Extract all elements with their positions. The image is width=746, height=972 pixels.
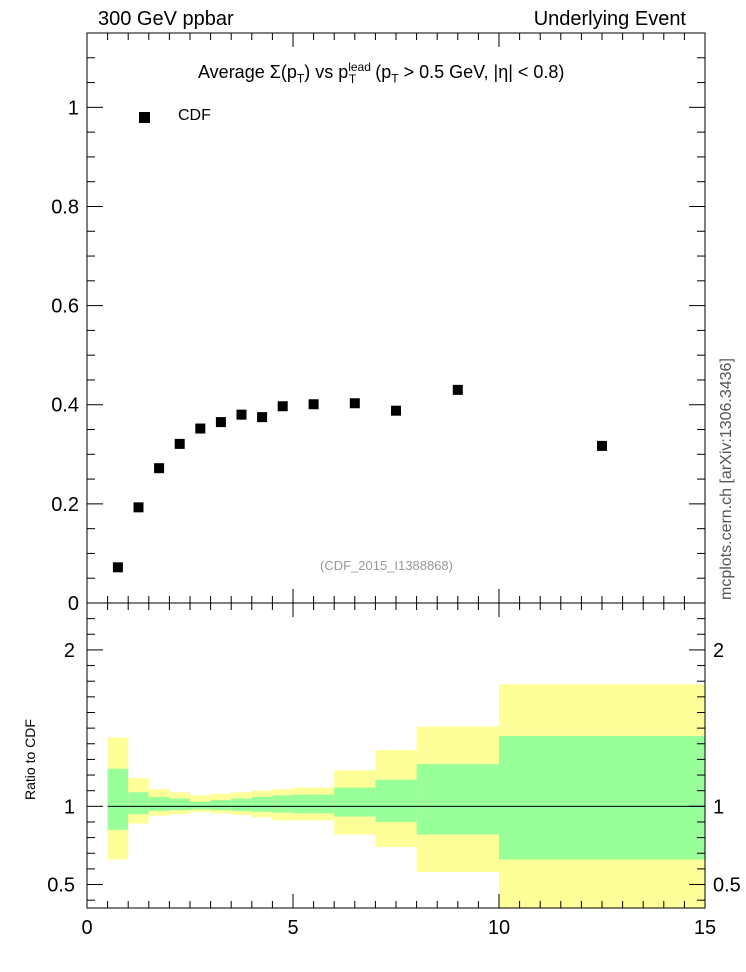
inner-band-6 <box>231 798 252 812</box>
ratio-y-tick-label-left: 1 <box>64 796 75 818</box>
data-point <box>391 405 401 416</box>
inner-band-10 <box>334 787 376 817</box>
inner-band-11 <box>375 779 417 822</box>
ratio-y-tick-label-right: 2 <box>713 640 724 662</box>
data-point <box>236 409 247 420</box>
y-tick-label: 0.4 <box>51 395 79 417</box>
data-point <box>257 412 268 423</box>
data-point <box>174 438 185 449</box>
inner-band-5 <box>210 800 232 811</box>
inner-band-4 <box>190 801 211 810</box>
source-label: mcplots.cern.ch [arXiv:1306.3436] <box>718 358 735 600</box>
legend-label: CDF <box>178 107 211 124</box>
ratio-y-tick-label-left: 0.5 <box>47 875 75 897</box>
data-point <box>308 399 319 410</box>
inner-band-2 <box>148 796 170 812</box>
data-point <box>277 401 288 412</box>
y-tick-label: 0.8 <box>51 196 79 218</box>
x-tick-label: 10 <box>488 917 510 939</box>
ratio-y-tick-label-right: 0.5 <box>713 875 741 897</box>
data-point <box>195 423 206 434</box>
inner-band-12 <box>416 764 499 835</box>
data-point <box>215 417 226 428</box>
data-point <box>112 562 123 573</box>
inner-band-9 <box>293 794 335 814</box>
x-tick-label: 5 <box>287 917 298 939</box>
y-tick-label: 0.6 <box>51 296 79 318</box>
x-tick-label: 0 <box>81 917 92 939</box>
data-point <box>452 384 463 395</box>
chart-title: Average Σ(pT) vs pleadT (pT > 0.5 GeV, |… <box>198 60 565 86</box>
x-tick-label: 15 <box>694 917 716 939</box>
data-point <box>349 398 360 409</box>
data-point <box>154 463 165 474</box>
legend-marker-icon <box>139 112 150 123</box>
data-point <box>133 502 144 513</box>
inner-band-8 <box>272 795 293 813</box>
energy-label: 300 GeV ppbar <box>98 8 234 30</box>
y-tick-label: 0.2 <box>51 494 79 516</box>
ratio-y-tick-label-right: 1 <box>713 796 724 818</box>
inner-band-13 <box>499 735 705 860</box>
inner-band-0 <box>107 768 129 830</box>
analysis-label: Underlying Event <box>533 8 686 30</box>
inner-band-3 <box>169 798 190 811</box>
y-tick-label: 1 <box>68 97 79 119</box>
inner-band-1 <box>128 792 149 815</box>
ratio-y-tick-label-left: 2 <box>64 640 75 662</box>
reference-label: (CDF_2015_I1388868) <box>320 558 453 573</box>
inner-band-7 <box>251 796 273 812</box>
y-tick-label: 0 <box>68 593 79 615</box>
ratio-axis-label: Ratio to CDF <box>22 719 38 800</box>
data-point <box>597 440 607 451</box>
